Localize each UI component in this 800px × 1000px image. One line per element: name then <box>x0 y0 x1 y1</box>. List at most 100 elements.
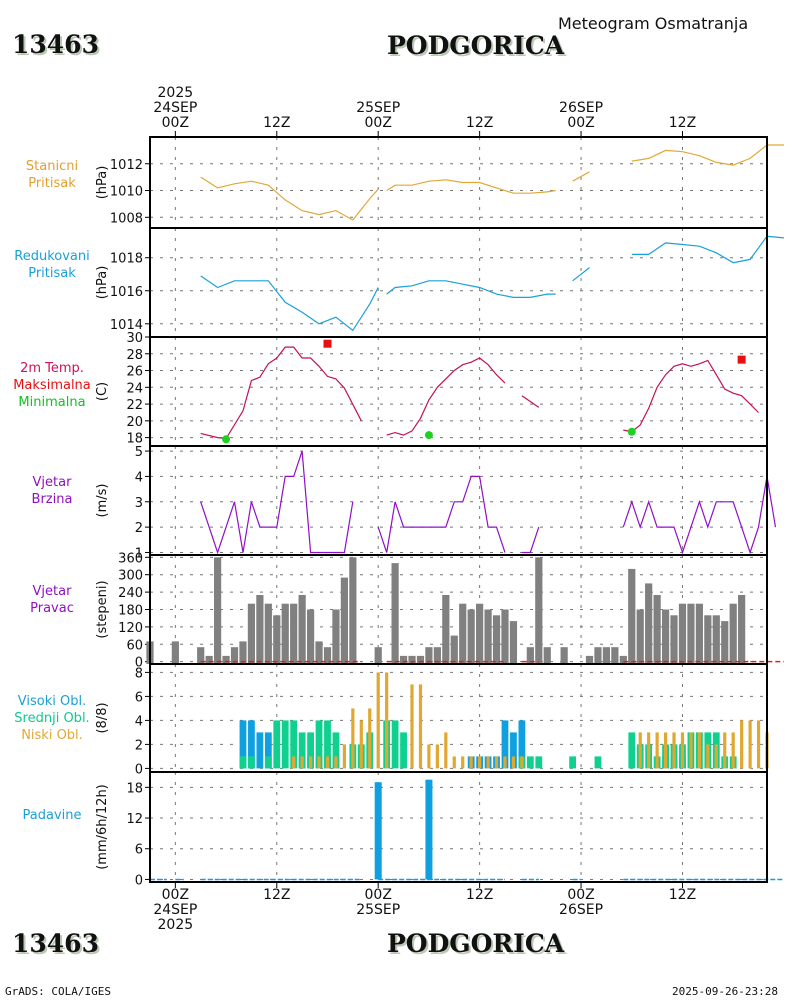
timestamp-text: 2025-09-26-23:28 <box>672 985 778 998</box>
time-tick-label: 12Z <box>450 888 510 903</box>
time-tick-line: 26SEP <box>559 100 604 116</box>
max-temp-marker <box>323 339 332 348</box>
station-name-top: PODGORICA <box>387 31 565 60</box>
panel-wind-speed: 1 2 3 4 5 (m/s) <box>95 445 777 561</box>
wind-direction-bar <box>738 595 746 664</box>
cloud-bar-niski <box>376 672 380 769</box>
cloud-bar-srednji <box>315 720 323 769</box>
wind-direction-bar <box>230 647 239 664</box>
y-tick-label: 1016 <box>110 285 143 300</box>
wind-direction-bar <box>349 557 357 664</box>
time-tick-label: 2025 24SEP 00Z <box>145 86 205 131</box>
y-tick-label: 1012 <box>110 158 143 173</box>
cloud-bar-srednji <box>332 732 340 769</box>
cloud-bar-niski <box>292 756 296 769</box>
credit-text: GrADS: COLA/IGES <box>5 985 111 998</box>
panel-title-temperature: 2m Temp. Maksimalna Minimalna <box>0 360 104 411</box>
cloud-bar-niski <box>511 756 516 769</box>
wind-direction-bar <box>484 609 492 664</box>
wind-direction-bar <box>501 609 509 664</box>
cloud-bar-niski <box>452 756 456 769</box>
time-tick-label: 00Z 26SEP <box>551 888 611 918</box>
time-tick-label: 00Z 24SEP 2025 <box>145 888 205 933</box>
wind-direction-bar <box>535 557 543 664</box>
y-tick-label: 4 <box>135 470 143 485</box>
wind-direction-bar <box>695 603 703 664</box>
wind-direction-bar <box>222 655 230 664</box>
cloud-bar-visoki <box>518 720 526 769</box>
time-tick-label: 12Z <box>450 116 510 131</box>
panel-title-wind-direction: Vjetar Pravac <box>0 583 104 617</box>
y-tick-label: 6 <box>135 843 143 858</box>
cloud-bar-niski <box>359 720 363 769</box>
panel-station-pressure: 1008 1010 1012(hPa) <box>95 136 784 229</box>
time-tick-line: 24SEP <box>153 902 198 918</box>
panel-title-line: Pritisak <box>28 265 76 281</box>
cloud-bar-niski <box>418 684 423 769</box>
time-tick-line: 00Z <box>161 887 190 903</box>
time-tick-line: 26SEP <box>559 902 604 918</box>
panel-title-line: Vjetar <box>32 583 72 599</box>
y-tick-label: 1 <box>135 546 143 561</box>
cloud-bar-niski <box>756 720 761 769</box>
precip-bar <box>425 779 433 880</box>
wind-direction-bar <box>323 647 332 664</box>
panel-frame <box>149 771 768 883</box>
wind-direction-bar <box>197 647 205 664</box>
wind-direction-bar <box>543 647 551 664</box>
panel-title-line: Maksimalna <box>13 378 91 393</box>
wind-direction-bar <box>704 615 712 664</box>
time-tick-label: 00Z 25SEP <box>348 888 408 918</box>
wind-direction-bar <box>256 595 264 664</box>
wind-direction-bar <box>476 603 484 664</box>
cloud-bar-visoki <box>256 732 264 769</box>
wind-direction-bar <box>594 647 602 664</box>
wind-direction-bar <box>340 577 348 664</box>
panel-title-wind-speed: Vjetar Brzina <box>0 474 104 508</box>
wind-direction-bar <box>602 647 611 664</box>
cloud-bar-niski <box>317 756 321 769</box>
y-tick-label: 0 <box>135 873 143 888</box>
time-tick-line: 00Z <box>567 887 595 903</box>
panel-frame <box>149 227 768 338</box>
y-tick-label: 0 <box>135 762 143 777</box>
cloud-bar-niski <box>342 744 346 769</box>
cloud-bar-niski <box>494 756 499 769</box>
series-line <box>521 526 540 554</box>
panel-title-line: Pravac <box>30 600 74 616</box>
y-axis-label: (mm/6h/12h) <box>95 784 110 870</box>
y-tick-label: 30 <box>126 331 143 346</box>
wind-direction-bar <box>433 647 441 664</box>
cloud-bar-niski <box>723 732 727 769</box>
series-line <box>623 359 759 433</box>
cloud-bar-srednji <box>526 756 534 769</box>
cloud-bar-niski <box>714 744 718 769</box>
panel-title-precipitation: Padavine <box>0 807 104 824</box>
cloud-bar-srednji <box>535 756 543 769</box>
wind-direction-bar <box>721 621 729 664</box>
wind-direction-bar <box>290 603 298 664</box>
time-tick-line: 12Z <box>668 115 697 131</box>
cloud-bar-niski <box>638 732 642 769</box>
cloud-bar-srednji <box>273 720 281 769</box>
y-tick-label: 240 <box>118 586 143 601</box>
y-tick-label: 120 <box>118 621 143 636</box>
wind-direction-bar <box>585 655 594 664</box>
series-line <box>200 450 354 555</box>
max-temp-marker <box>737 355 746 364</box>
wind-direction-bar <box>492 615 501 664</box>
y-tick-label: 24 <box>126 381 143 396</box>
panel-title-line: 2m Temp. <box>20 361 84 376</box>
wind-direction-bar <box>611 647 619 664</box>
cloud-bar-srednji <box>298 732 306 769</box>
cloud-bar-srednji <box>569 756 577 769</box>
y-tick-label: 22 <box>126 398 143 413</box>
time-tick-line: 00Z <box>161 115 190 131</box>
min-temp-marker <box>424 431 433 440</box>
cloud-bar-niski <box>706 744 710 769</box>
wind-direction-bar <box>628 568 636 664</box>
cloud-bar-niski <box>740 720 744 769</box>
station-name-bottom: PODGORICA <box>387 929 565 958</box>
y-tick-label: 3 <box>135 496 143 511</box>
panel-cloud-cover: 0 2 4 6 8 (8/8) <box>95 663 769 777</box>
